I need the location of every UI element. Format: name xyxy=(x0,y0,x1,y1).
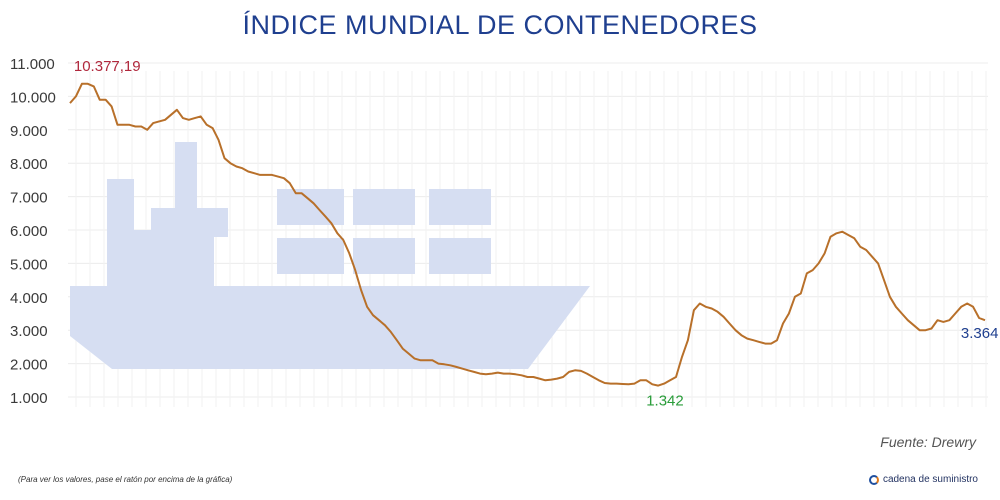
brand-logo[interactable]: cadena de suministro xyxy=(868,474,978,485)
y-tick-label: 4.000 xyxy=(10,290,48,307)
y-tick-label: 1.000 xyxy=(10,390,48,407)
y-tick-label: 11.000 xyxy=(10,56,55,73)
y-tick-label: 7.000 xyxy=(10,190,48,207)
y-tick-label: 3.000 xyxy=(10,323,48,340)
data-annotation: 3.364 xyxy=(961,325,999,342)
y-tick-label: 10.000 xyxy=(10,89,56,106)
y-tick-label: 9.000 xyxy=(10,123,48,140)
hover-footnote: (Para ver los valores, pase el ratón por… xyxy=(18,475,233,484)
source-note: Fuente: Drewry xyxy=(880,434,976,450)
ship-watermark xyxy=(70,142,590,369)
y-tick-label: 6.000 xyxy=(10,223,48,240)
brand-text: cadena de suministro xyxy=(882,474,978,485)
y-tick-label: 8.000 xyxy=(10,156,48,173)
data-annotation: 10.377,19 xyxy=(74,58,141,75)
chart-title: ÍNDICE MUNDIAL DE CONTENEDORES xyxy=(242,10,758,40)
data-annotation: 1.342 xyxy=(646,393,684,410)
y-axis-ticks: 1.000 2.000 3.000 4.000 5.000 6.000 7.000 8.000… xyxy=(10,56,56,407)
brand-icon xyxy=(868,474,879,485)
series-line[interactable] xyxy=(69,82,986,387)
y-tick-label: 2.000 xyxy=(10,357,48,374)
y-tick-label: 5.000 xyxy=(10,256,48,273)
annotations: 10.377,19 1.342 3.364 xyxy=(74,58,999,410)
